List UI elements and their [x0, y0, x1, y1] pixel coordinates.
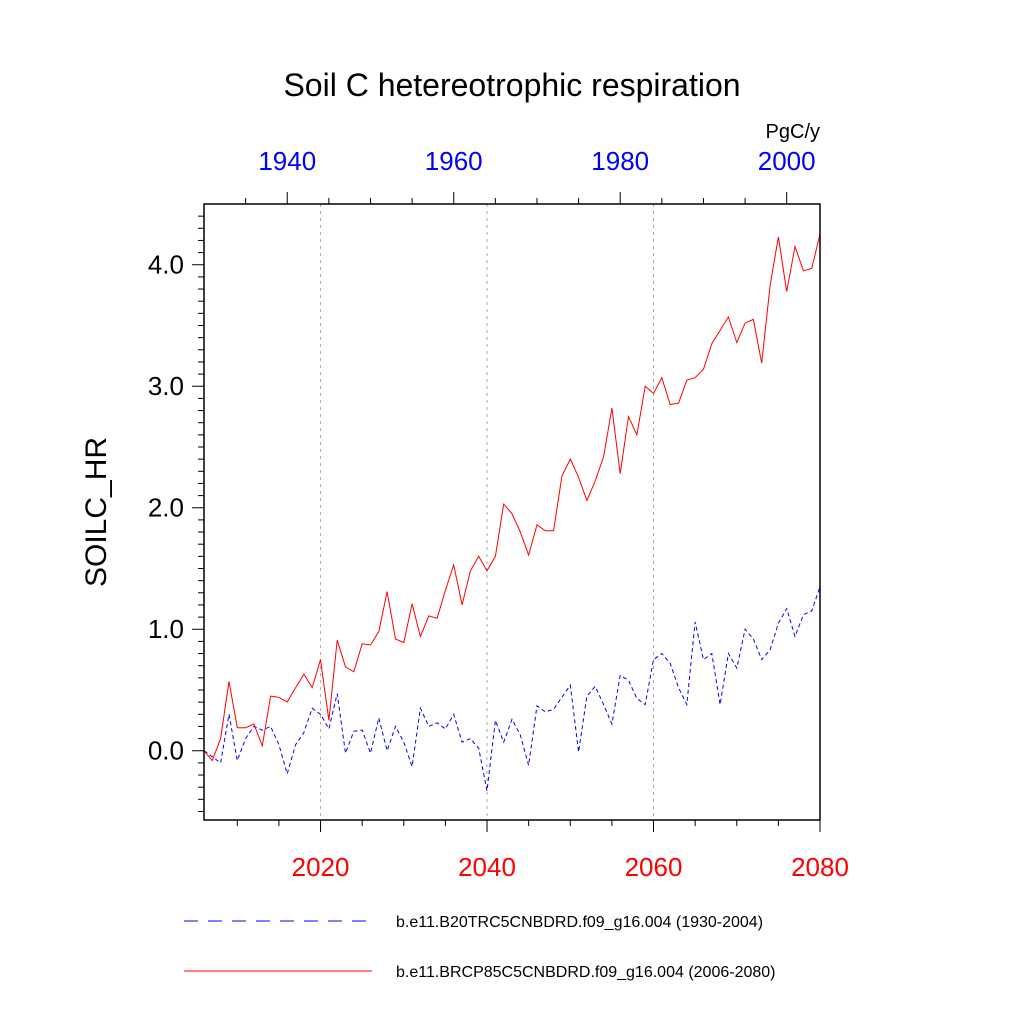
x-top-tick-label: 1960 — [425, 146, 483, 176]
series-lines — [203, 234, 821, 791]
y-tick-label: 2.0 — [148, 493, 184, 523]
y-tick-label: 3.0 — [148, 371, 184, 401]
x-bottom-tick-label: 2080 — [791, 852, 849, 882]
y-axis-label: SOILC_HR — [80, 437, 113, 587]
x-top-tick-label: 2000 — [758, 146, 816, 176]
x-bottom-tick-label: 2060 — [625, 852, 683, 882]
units-label: PgC/y — [766, 121, 820, 143]
grid-lines — [320, 204, 655, 820]
series-line-historical — [203, 586, 821, 791]
x-bottom-tick-label: 2020 — [292, 852, 350, 882]
axis-ticks — [192, 192, 821, 832]
x-top-tick-label: 1980 — [591, 146, 649, 176]
y-tick-label: 1.0 — [148, 614, 184, 644]
x-bottom-tick-label: 2040 — [458, 852, 516, 882]
legend-label-historical: b.e11.B20TRC5CNBDRD.f09_g16.004 (1930-20… — [396, 914, 763, 931]
chart-title: Soil C hetereotrophic respiration — [283, 67, 740, 103]
tick-labels: 2020 2040 2060 2080 1940 1960 1980 2000 0.0 1.0 2.… — [148, 146, 849, 882]
series-line-rcp85 — [203, 234, 821, 762]
y-tick-label: 4.0 — [148, 250, 184, 280]
y-tick-label: 0.0 — [148, 736, 184, 766]
plot-frame — [203, 203, 821, 821]
x-top-tick-label: 1940 — [258, 146, 316, 176]
legend: b.e11.B20TRC5CNBDRD.f09_g16.004 (1930-20… — [184, 914, 775, 981]
legend-label-rcp85: b.e11.BRCP85C5CNBDRD.f09_g16.004 (2006-2… — [396, 964, 775, 981]
